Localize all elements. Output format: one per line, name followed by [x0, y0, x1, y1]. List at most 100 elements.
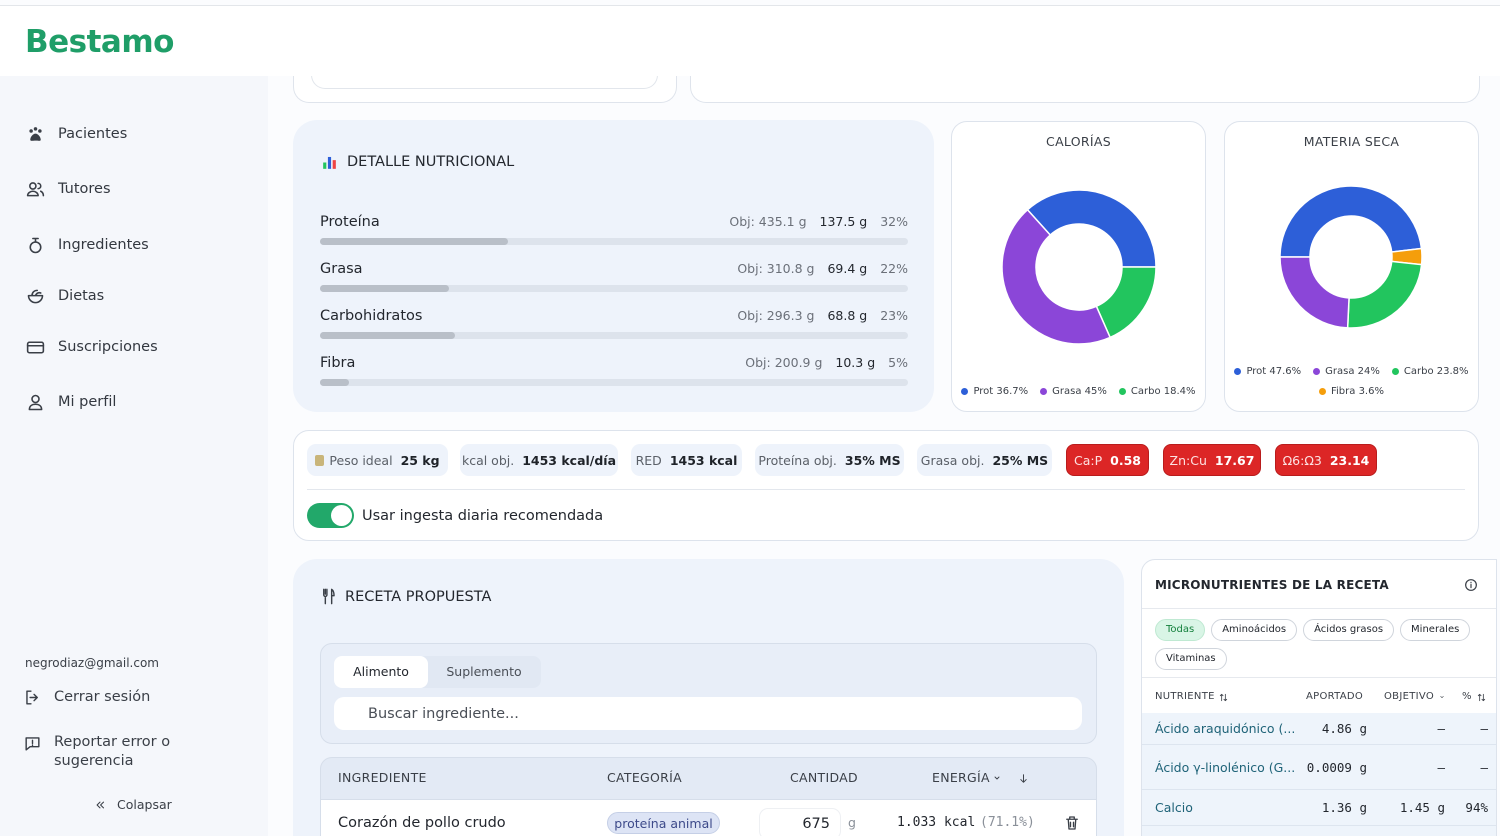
column-header[interactable]: OBJETIVO	[1384, 691, 1434, 702]
alert-chip: Ca:P 0.58	[1066, 444, 1149, 476]
legend-item: Fibra 3.6%	[1319, 383, 1384, 399]
table-header	[320, 757, 1097, 800]
legend-item: Grasa 45%	[1040, 383, 1107, 399]
column-header: INGREDIENTE	[338, 770, 427, 785]
column-header[interactable]: %	[1462, 691, 1472, 702]
target-chip: Grasa obj. 25% MS	[917, 444, 1052, 476]
filter-chip[interactable]: Vitaminas	[1155, 648, 1227, 670]
nutrient-percent: 23%	[880, 308, 908, 323]
target-chip: Proteína obj. 35% MS	[755, 444, 904, 476]
header-underlay	[268, 6, 1500, 76]
alert-value: 23.14	[1329, 452, 1370, 468]
logout-link[interactable]: Cerrar sesión	[54, 689, 151, 705]
report-icon[interactable]	[23, 734, 42, 753]
alert-label: Ca:P	[1074, 452, 1103, 468]
nav-item[interactable]: Dietas	[58, 288, 105, 304]
nutrient-values: Obj: 200.9 g 10.3 g 5%	[600, 353, 908, 373]
micro-contributed: 4.86 g	[1321, 721, 1367, 736]
nutrient-percent: 5%	[888, 355, 908, 370]
chip-value: 25% MS	[992, 452, 1049, 468]
info-icon[interactable]	[1463, 577, 1479, 593]
nutrition-card	[293, 120, 934, 412]
ingredient-name: Corazón de pollo crudo	[338, 815, 506, 831]
legend-dot	[1319, 387, 1326, 395]
legend-dot	[1040, 387, 1048, 395]
micro-target: –	[1437, 721, 1445, 736]
nutrient-values: Obj: 310.8 g 69.4 g 22%	[600, 259, 908, 279]
nav-icon[interactable]	[25, 124, 46, 145]
nav-icon[interactable]	[25, 179, 46, 200]
chart-card	[1224, 121, 1479, 412]
logout-icon[interactable]	[23, 688, 42, 707]
delete-button[interactable]	[1063, 814, 1081, 832]
nav-item[interactable]: Suscripciones	[58, 339, 158, 355]
alert-chip: Ω6:Ω3 23.14	[1275, 444, 1377, 476]
filter-chip[interactable]: Todas	[1155, 619, 1206, 641]
nav-item[interactable]: Ingredientes	[58, 237, 149, 253]
nav-item[interactable]: Tutores	[58, 181, 111, 197]
divider	[1142, 608, 1496, 609]
donut-segment	[1279, 256, 1350, 329]
micro-row	[1142, 745, 1496, 790]
ingredient-search[interactable]	[334, 697, 1082, 730]
target-chip: RED 1453 kcal	[631, 444, 742, 476]
search-placeholder: Buscar ingrediente...	[368, 706, 519, 722]
category-badge: proteína animal	[607, 812, 720, 834]
nutrient-amount: 68.8 g	[827, 308, 868, 323]
quantity-unit: g	[848, 815, 856, 830]
legend-label: Prot 47.6%	[1246, 365, 1302, 377]
section-title: DETALLE NUTRICIONAL	[347, 154, 515, 170]
nav-item[interactable]: Pacientes	[58, 126, 128, 142]
quantity-input[interactable]	[760, 809, 840, 836]
micro-target: –	[1437, 759, 1445, 775]
target-chip: kcal obj. 1453 kcal/día	[460, 444, 618, 476]
legend-dot	[1118, 387, 1126, 395]
nav-icon[interactable]	[25, 235, 46, 256]
progress-track	[320, 379, 908, 386]
brand-logo[interactable]: Bestamo	[25, 24, 174, 60]
progress-fill	[320, 285, 450, 292]
tab-label[interactable]: Alimento	[353, 664, 409, 679]
nutrient-target: Obj: 435.1 g	[729, 214, 807, 229]
micro-percent: –	[1480, 721, 1488, 736]
toggle-knob	[331, 505, 352, 526]
nav-icon[interactable]	[25, 286, 46, 307]
column-header[interactable]: NUTRIENTE	[1155, 691, 1215, 702]
chip-label: kcal obj.	[461, 452, 515, 468]
chip-label: RED	[635, 452, 662, 468]
filter-chip[interactable]: Minerales	[1400, 619, 1471, 641]
filter-chip[interactable]: Ácidos grasos	[1303, 619, 1395, 641]
nav-icon[interactable]	[25, 392, 46, 413]
progress-fill	[320, 379, 350, 386]
nav-icon[interactable]	[25, 337, 46, 358]
donut-segment	[1279, 185, 1423, 258]
nutrient-percent: 22%	[880, 261, 908, 276]
collapse-button[interactable]: Colapsar	[117, 797, 172, 812]
legend-dot	[1234, 367, 1242, 375]
micro-contributed: 0.0009 g	[1306, 759, 1367, 775]
donut-segment	[1026, 189, 1157, 268]
micro-row	[1142, 790, 1496, 826]
section-title: MICRONUTRIENTES DE LA RECETA	[1155, 578, 1389, 592]
legend-label: Grasa 24%	[1325, 365, 1380, 377]
legend-label: Grasa 45%	[1052, 385, 1107, 397]
divider	[1142, 677, 1496, 678]
tab-active[interactable]	[334, 656, 428, 688]
tab-label[interactable]: Suplemento	[446, 664, 522, 679]
chart-legend: Prot 47.6% Grasa 24% Carbo 23.8% Fibra 3.6%	[1232, 363, 1471, 399]
progress-fill	[320, 238, 509, 245]
chart-title: CALORÍAS	[1046, 134, 1111, 149]
energy-percent: (71.1%)	[980, 815, 1035, 830]
filter-chip[interactable]: Aminoácidos	[1211, 619, 1298, 641]
report-link[interactable]: Reportar error o sugerencia	[54, 734, 171, 769]
legend-item: Grasa 24%	[1313, 363, 1380, 379]
nutrient-amount: 137.5 g	[819, 214, 868, 229]
collapse-icon[interactable]	[93, 798, 107, 812]
sidebar	[0, 76, 268, 836]
nav-item[interactable]: Mi perfil	[58, 394, 117, 410]
micro-nutrient: Ácido araquidónico (...	[1155, 721, 1296, 736]
chart-card	[951, 121, 1206, 412]
column-header[interactable]: ENERGÍA	[932, 770, 990, 785]
nutrient-name: Fibra	[320, 355, 356, 371]
